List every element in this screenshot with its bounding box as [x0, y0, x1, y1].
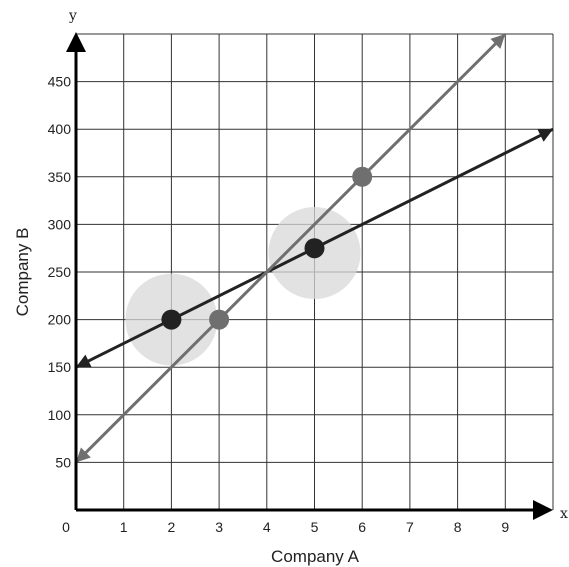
x-tick-label: 0 — [62, 519, 70, 535]
grid — [76, 33, 554, 510]
y-tick-label: 150 — [48, 359, 72, 375]
x-tick-label: 6 — [358, 519, 366, 535]
x-tick-label: 5 — [311, 519, 319, 535]
x-axis-title: Company A — [271, 547, 360, 566]
y-axis-letter: y — [68, 8, 77, 24]
x-axis-letter: x — [560, 506, 568, 522]
series-arrowhead — [76, 447, 91, 463]
data-point — [209, 309, 230, 330]
y-tick-label: 200 — [48, 312, 72, 328]
y-axis-arrow — [66, 32, 86, 52]
x-axis-arrow — [533, 500, 553, 520]
x-tick-label: 4 — [263, 519, 271, 535]
y-tick-label: 400 — [48, 121, 72, 137]
x-tick-label: 2 — [168, 519, 176, 535]
series-arrowhead — [537, 129, 553, 142]
x-tick-label: 3 — [215, 519, 223, 535]
data-point — [161, 309, 182, 330]
y-tick-label: 300 — [48, 216, 72, 232]
tick-labels: 0 1 2 3 4 5 6 7 8 9 50 100 150 200 250 300 350 400 450 — [48, 74, 510, 535]
data-point — [304, 238, 325, 259]
x-tick-label: 7 — [406, 519, 414, 535]
x-tick-label: 8 — [454, 519, 462, 535]
series-line-2 — [74, 32, 507, 464]
highlight-regions — [125, 206, 361, 366]
y-axis-title: Company B — [13, 228, 32, 317]
data-point — [352, 166, 373, 187]
data-points — [161, 166, 373, 330]
y-tick-label: 250 — [48, 264, 72, 280]
series-arrowhead — [76, 354, 92, 368]
y-tick-label: 450 — [48, 74, 72, 90]
series-arrowhead — [490, 34, 506, 49]
axes — [66, 32, 553, 520]
y-tick-label: 100 — [48, 407, 72, 423]
y-tick-label: 50 — [55, 454, 71, 470]
x-tick-label: 9 — [501, 519, 509, 535]
y-tick-label: 350 — [48, 169, 72, 185]
x-tick-label: 1 — [120, 519, 128, 535]
